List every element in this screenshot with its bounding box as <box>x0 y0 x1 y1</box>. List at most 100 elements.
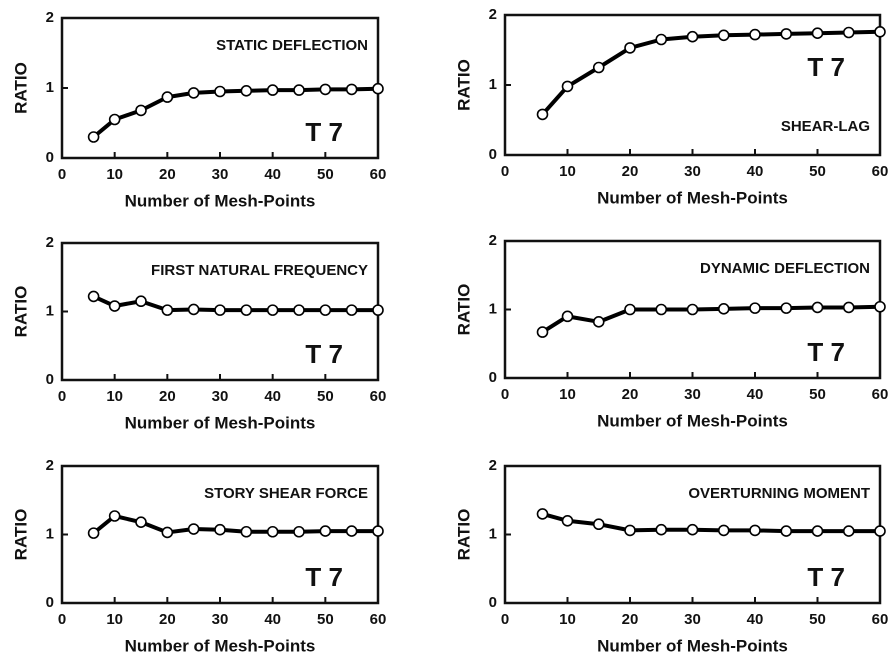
data-point <box>561 514 574 527</box>
x-tick-label: 0 <box>58 388 66 405</box>
y-tick-label: 2 <box>489 232 497 249</box>
x-tick-label: 40 <box>747 386 764 403</box>
y-tick-label: 2 <box>489 6 497 23</box>
x-tick-label: 30 <box>684 386 701 403</box>
data-point <box>842 525 855 537</box>
y-tick-label: 0 <box>489 146 497 163</box>
data-point <box>187 87 200 99</box>
data-point <box>345 525 358 537</box>
x-tick-label: 60 <box>370 611 387 628</box>
x-tick-label: 40 <box>264 388 281 405</box>
x-axis-label: Number of Mesh-Points <box>597 636 788 655</box>
data-point <box>561 310 574 323</box>
data-point <box>293 304 305 316</box>
data-point <box>187 523 200 535</box>
y-tick-label: 1 <box>46 302 54 319</box>
data-point <box>135 104 147 117</box>
y-tick-label: 2 <box>489 457 497 474</box>
y-tick-label: 1 <box>46 525 54 542</box>
data-point <box>717 303 730 315</box>
data-point <box>624 303 636 316</box>
data-point <box>536 108 549 121</box>
x-tick-label: 30 <box>212 388 229 405</box>
x-axis-label: Number of Mesh-Points <box>597 188 788 207</box>
x-tick-label: 50 <box>809 386 826 403</box>
data-point <box>187 303 200 316</box>
data-point <box>749 28 761 41</box>
data-point <box>811 525 824 537</box>
data-point <box>266 84 279 96</box>
x-tick-label: 60 <box>370 388 387 405</box>
x-tick-label: 50 <box>809 163 826 180</box>
x-tick-label: 10 <box>559 163 576 180</box>
x-tick-label: 10 <box>559 386 576 403</box>
data-point <box>87 290 100 303</box>
y-tick-label: 2 <box>46 9 54 26</box>
y-axis-label: RATIO <box>11 509 30 561</box>
data-point <box>293 525 305 538</box>
data-point <box>108 510 121 522</box>
data-point <box>749 302 761 314</box>
data-point <box>624 42 636 54</box>
data-point <box>135 295 147 308</box>
x-tick-label: 50 <box>317 388 334 405</box>
data-point <box>780 525 793 537</box>
panel-title: FIRST NATURAL FREQUENCY <box>151 262 368 279</box>
data-point <box>214 304 226 316</box>
panel-title: STORY SHEAR FORCE <box>204 485 368 502</box>
x-tick-label: 40 <box>747 611 764 628</box>
data-point <box>842 301 855 314</box>
data-point <box>655 303 668 316</box>
y-axis-label: RATIO <box>11 286 30 338</box>
x-tick-label: 40 <box>747 163 764 180</box>
data-point <box>717 524 730 537</box>
data-point <box>874 300 886 313</box>
y-tick-label: 2 <box>46 234 54 251</box>
data-point <box>372 525 384 537</box>
data-point <box>319 525 332 537</box>
data-point <box>592 518 605 531</box>
data-point <box>874 25 886 38</box>
data-point <box>749 524 761 537</box>
x-tick-label: 0 <box>501 611 509 628</box>
data-point <box>214 85 226 98</box>
y-tick-label: 0 <box>46 149 54 166</box>
data-line <box>541 512 880 534</box>
data-point <box>686 523 699 536</box>
x-tick-label: 50 <box>809 611 826 628</box>
data-point <box>686 30 699 43</box>
data-point <box>372 304 384 316</box>
x-axis-label: Number of Mesh-Points <box>125 191 316 210</box>
x-tick-label: 50 <box>317 611 334 628</box>
data-point <box>345 83 358 96</box>
x-tick-label: 30 <box>212 611 229 628</box>
x-tick-label: 30 <box>212 166 229 183</box>
y-tick-label: 1 <box>46 79 54 96</box>
y-tick-label: 2 <box>46 457 54 474</box>
data-point <box>108 113 121 126</box>
panel-annotation: T 7 <box>807 52 845 82</box>
panel-title: SHEAR-LAG <box>781 118 870 135</box>
y-tick-label: 1 <box>489 525 497 542</box>
x-tick-label: 40 <box>264 611 281 628</box>
x-axis-label: Number of Mesh-Points <box>597 411 788 430</box>
data-point <box>536 508 549 520</box>
x-tick-label: 20 <box>159 611 176 628</box>
x-tick-label: 20 <box>159 166 176 183</box>
data-point <box>874 525 886 537</box>
data-point <box>842 26 855 39</box>
data-point <box>214 523 226 536</box>
data-point <box>592 61 605 74</box>
y-axis-label: RATIO <box>454 59 473 111</box>
y-tick-label: 0 <box>489 369 497 386</box>
y-tick-label: 0 <box>46 371 54 388</box>
x-tick-label: 0 <box>501 386 509 403</box>
x-tick-label: 0 <box>58 166 66 183</box>
data-point <box>717 29 730 42</box>
data-point <box>87 527 100 539</box>
x-tick-label: 20 <box>159 388 176 405</box>
x-tick-label: 60 <box>370 166 387 183</box>
panel-title: DYNAMIC DEFLECTION <box>700 260 870 277</box>
panel-annotation: T 7 <box>305 117 343 147</box>
data-point <box>686 303 699 316</box>
